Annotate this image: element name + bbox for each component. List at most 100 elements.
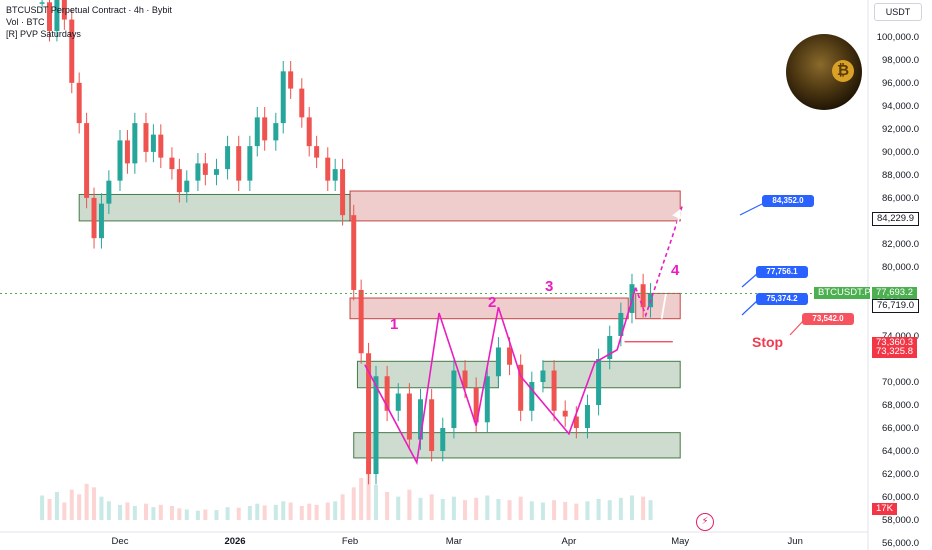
candle-body [314,146,320,158]
time-tick-label: Apr [562,536,577,547]
candle-body [306,117,312,147]
price-tick-label: 88,000.0 [882,170,919,181]
candle-body [418,399,424,440]
candle-body [254,117,260,147]
bitcoin-icon: ₿ [832,60,854,82]
candle-body [169,157,175,170]
volume-bar [529,501,534,520]
target-connector-stop [789,319,805,336]
projected-wave-path [634,205,683,318]
candle-body [562,410,568,417]
price-tag: BTCUSDT.P [814,287,871,300]
candle-body [61,0,67,20]
volume-bar [273,504,278,520]
volume-bar [262,505,267,520]
volume-bar [214,510,219,520]
volume-bar [158,504,163,520]
candle-body [176,169,182,193]
price-tick-label: 94,000.0 [882,101,919,112]
volume-bar [184,509,189,520]
volume-bar [118,504,122,520]
candle-body [124,140,130,164]
volume-bar [540,502,545,520]
candle-body [91,197,97,239]
volume-bar [106,501,111,520]
candle-body [299,88,305,118]
volume-bar [236,507,241,520]
candle-body [551,370,557,411]
volume-bar [618,497,623,520]
price-tick-label: 62,000.0 [882,469,919,480]
price-axis-bg [868,0,932,550]
volume-bar [99,496,104,520]
volume-bar [225,507,230,520]
volume-bar [247,506,252,520]
volume-bar [143,503,148,520]
projection-arrow [660,209,682,319]
candle-body [518,364,524,411]
wolf-bitcoin-logo: ₿ [786,34,862,110]
candle-body [288,71,294,89]
price-tick-label: 100,000.0 [877,32,919,43]
volume-bar [496,499,501,520]
volume-bar [596,499,601,520]
price-tick-label: 64,000.0 [882,446,919,457]
wave-label-3: 3 [545,278,554,295]
candle-body [106,180,112,204]
volume-bar [359,478,364,520]
candle-body [332,169,338,181]
candle-body [540,370,546,383]
volume-bar [585,501,590,520]
candle-body [117,140,123,181]
candle-body [132,123,138,164]
target-label-84352: 84,352.0 [762,195,814,207]
candle-body [184,180,190,193]
volume-bars [40,459,653,520]
price-tick-label: 92,000.0 [882,124,919,135]
price-tag: 73,325.8 [872,346,917,359]
candle-body [273,123,279,141]
wave-label-2: 2 [488,294,497,311]
candle-body [202,163,208,175]
legend-volume: Vol · BTC [6,17,45,27]
volume-bar [641,496,646,520]
volume-bar [418,497,423,520]
candle-body [98,203,104,239]
candle-body [47,2,53,32]
volume-bar [203,509,208,520]
candle-body [429,399,435,452]
candle-body [473,387,479,423]
volume-bar [47,499,52,520]
volume-bar [40,495,45,520]
candle-body [39,2,45,4]
currency-button[interactable]: USDT [874,3,922,21]
candle-body [54,0,60,32]
volume-bar [340,494,345,520]
stop-price-label: 73,542.0 [802,313,854,325]
price-tag: 76,719.0 [872,298,919,313]
volume-bar [255,503,260,520]
volume-bar [351,487,356,520]
price-series [39,0,654,485]
candle-body [640,284,646,308]
target-connector-84352 [739,202,765,216]
candle-body [262,117,268,141]
candle-body [325,157,331,181]
time-tick-label: 2026 [224,536,245,547]
time-tick-label: May [671,536,689,547]
lightning-icon[interactable]: ⚡ [696,513,714,531]
time-tick-label: Dec [112,536,129,547]
price-tick-label: 70,000.0 [882,377,919,388]
elliott-wave-line [364,287,637,466]
supply-zone-1 [349,190,681,222]
price-tag: 17K [872,502,897,515]
volume-bar [518,496,523,520]
volume-bar [607,500,612,520]
volume-bar [325,502,330,520]
volume-bar [463,500,468,520]
price-tag: 77,693.2 [872,287,917,300]
price-tick-label: 80,000.0 [882,262,919,273]
volume-bar [574,503,579,520]
